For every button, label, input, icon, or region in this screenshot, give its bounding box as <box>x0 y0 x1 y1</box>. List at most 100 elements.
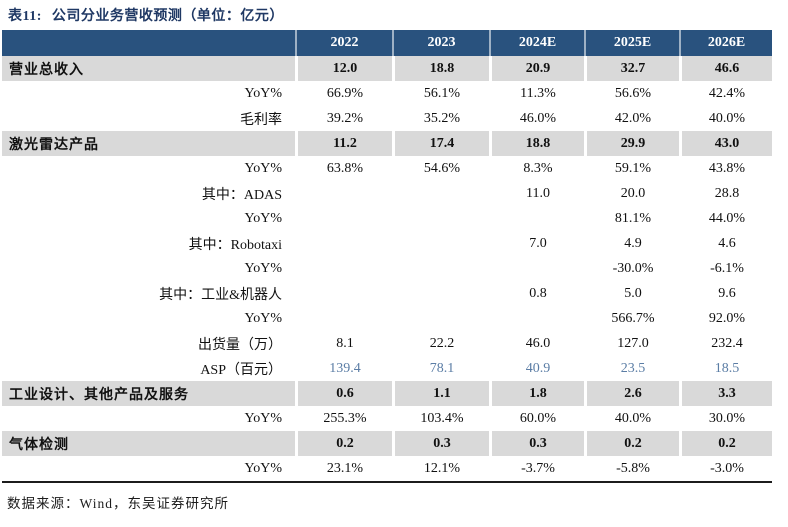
cell-value: 20.0 <box>584 181 679 206</box>
row-label: 气体检测 <box>2 431 295 456</box>
table-row: YoY% 66.9% 56.1% 11.3% 56.6% 42.4% <box>2 81 772 106</box>
cell-value <box>392 281 489 306</box>
cell-value: 0.8 <box>489 281 584 306</box>
cell-value: 42.4% <box>679 81 772 106</box>
cell-value: 35.2% <box>392 106 489 131</box>
row-label: YoY% <box>244 210 282 226</box>
cell-value: 63.8% <box>295 156 392 181</box>
cell-value: 8.3% <box>489 156 584 181</box>
row-label: 出货量（万） <box>198 337 282 353</box>
row-label: 工业设计、其他产品及服务 <box>2 381 295 406</box>
row-label: 激光雷达产品 <box>2 131 295 156</box>
cell-value: 103.4% <box>392 406 489 431</box>
cell-value: 127.0 <box>584 331 679 356</box>
cell-value: 56.1% <box>392 81 489 106</box>
cell-value <box>392 231 489 256</box>
cell-value: -30.0% <box>584 256 679 281</box>
table-row: YoY% 81.1% 44.0% <box>2 206 772 231</box>
cell-value <box>295 281 392 306</box>
row-label: 其中：ADAS <box>201 187 282 203</box>
cell-value <box>295 256 392 281</box>
cell-value: 39.2% <box>295 106 392 131</box>
column-header-2026e: 2026E <box>679 30 772 56</box>
cell-value: 3.3 <box>679 381 772 406</box>
cell-value: 66.9% <box>295 81 392 106</box>
cell-value: -3.7% <box>489 456 584 481</box>
row-label: 其中：工业&机器人 <box>159 287 282 303</box>
cell-value: 92.0% <box>679 306 772 331</box>
cell-value: 28.8 <box>679 181 772 206</box>
cell-value: 46.0% <box>489 106 584 131</box>
row-label: YoY% <box>244 460 282 476</box>
table-row: ASP（百元） 139.4 78.1 40.9 23.5 18.5 <box>2 356 772 381</box>
cell-value: 232.4 <box>679 331 772 356</box>
cell-value: 44.0% <box>679 206 772 231</box>
cell-value: 17.4 <box>392 131 489 156</box>
table-row: 气体检测 0.2 0.3 0.3 0.2 0.2 <box>2 431 772 456</box>
cell-value: 22.2 <box>392 331 489 356</box>
table-row: 工业设计、其他产品及服务 0.6 1.1 1.8 2.6 3.3 <box>2 381 772 406</box>
cell-value: 23.5 <box>584 356 679 381</box>
cell-value: 59.1% <box>584 156 679 181</box>
table-header-row: 2022 2023 2024E 2025E 2026E <box>2 30 772 56</box>
revenue-forecast-table-wrap: 2022 2023 2024E 2025E 2026E 营业总收入 12.0 18.8 20.… <box>2 30 772 483</box>
cell-value <box>392 181 489 206</box>
table-row: 其中：工业&机器人 0.8 5.0 9.6 <box>2 281 772 306</box>
cell-value: 0.2 <box>679 431 772 456</box>
cell-value <box>489 206 584 231</box>
cell-value: 12.0 <box>295 56 392 81</box>
cell-value: 42.0% <box>584 106 679 131</box>
cell-value: 2.6 <box>584 381 679 406</box>
cell-value: 139.4 <box>295 356 392 381</box>
table-row: YoY% 566.7% 92.0% <box>2 306 772 331</box>
row-label: ASP（百元） <box>200 362 282 378</box>
row-label: 其中：Robotaxi <box>188 237 282 253</box>
cell-value: 43.0 <box>679 131 772 156</box>
table-body: 营业总收入 12.0 18.8 20.9 32.7 46.6 YoY% 66.9% 56.1% 1… <box>2 56 772 481</box>
table-row: 其中：ADAS 11.0 20.0 28.8 <box>2 181 772 206</box>
row-label: 营业总收入 <box>2 56 295 81</box>
cell-value: 40.0% <box>679 106 772 131</box>
cell-value: 1.1 <box>392 381 489 406</box>
cell-value: 4.6 <box>679 231 772 256</box>
cell-value <box>489 256 584 281</box>
cell-value: 46.0 <box>489 331 584 356</box>
table-row: YoY% -30.0% -6.1% <box>2 256 772 281</box>
cell-value: 40.9 <box>489 356 584 381</box>
cell-value: 7.0 <box>489 231 584 256</box>
cell-value <box>489 306 584 331</box>
column-header-2024e: 2024E <box>489 30 584 56</box>
table-row: 毛利率 39.2% 35.2% 46.0% 42.0% 40.0% <box>2 106 772 131</box>
revenue-forecast-table: 2022 2023 2024E 2025E 2026E 营业总收入 12.0 18.8 20.… <box>2 30 772 481</box>
cell-value: 32.7 <box>584 56 679 81</box>
row-label: YoY% <box>244 410 282 426</box>
table-title-tag: 表11: <box>8 9 42 24</box>
cell-value <box>295 206 392 231</box>
cell-value: 29.9 <box>584 131 679 156</box>
cell-value: 60.0% <box>489 406 584 431</box>
table-row: 其中：Robotaxi 7.0 4.9 4.6 <box>2 231 772 256</box>
cell-value: 0.6 <box>295 381 392 406</box>
cell-value: 255.3% <box>295 406 392 431</box>
table-row: YoY% 23.1% 12.1% -3.7% -5.8% -3.0% <box>2 456 772 481</box>
cell-value: 5.0 <box>584 281 679 306</box>
cell-value: 54.6% <box>392 156 489 181</box>
row-label: 毛利率 <box>240 112 282 128</box>
cell-value: 11.2 <box>295 131 392 156</box>
cell-value: -3.0% <box>679 456 772 481</box>
column-header-2023: 2023 <box>392 30 489 56</box>
cell-value <box>295 231 392 256</box>
cell-value: 18.8 <box>489 131 584 156</box>
cell-value: 8.1 <box>295 331 392 356</box>
cell-value: 12.1% <box>392 456 489 481</box>
table-row: 营业总收入 12.0 18.8 20.9 32.7 46.6 <box>2 56 772 81</box>
cell-value <box>295 181 392 206</box>
cell-value: 1.8 <box>489 381 584 406</box>
table-row: 激光雷达产品 11.2 17.4 18.8 29.9 43.0 <box>2 131 772 156</box>
cell-value: 23.1% <box>295 456 392 481</box>
table-row: YoY% 255.3% 103.4% 60.0% 40.0% 30.0% <box>2 406 772 431</box>
cell-value: 0.2 <box>584 431 679 456</box>
cell-value: 11.0 <box>489 181 584 206</box>
cell-value <box>392 206 489 231</box>
table-title: 表11: 公司分业务营收预测（单位：亿元） <box>8 5 284 25</box>
